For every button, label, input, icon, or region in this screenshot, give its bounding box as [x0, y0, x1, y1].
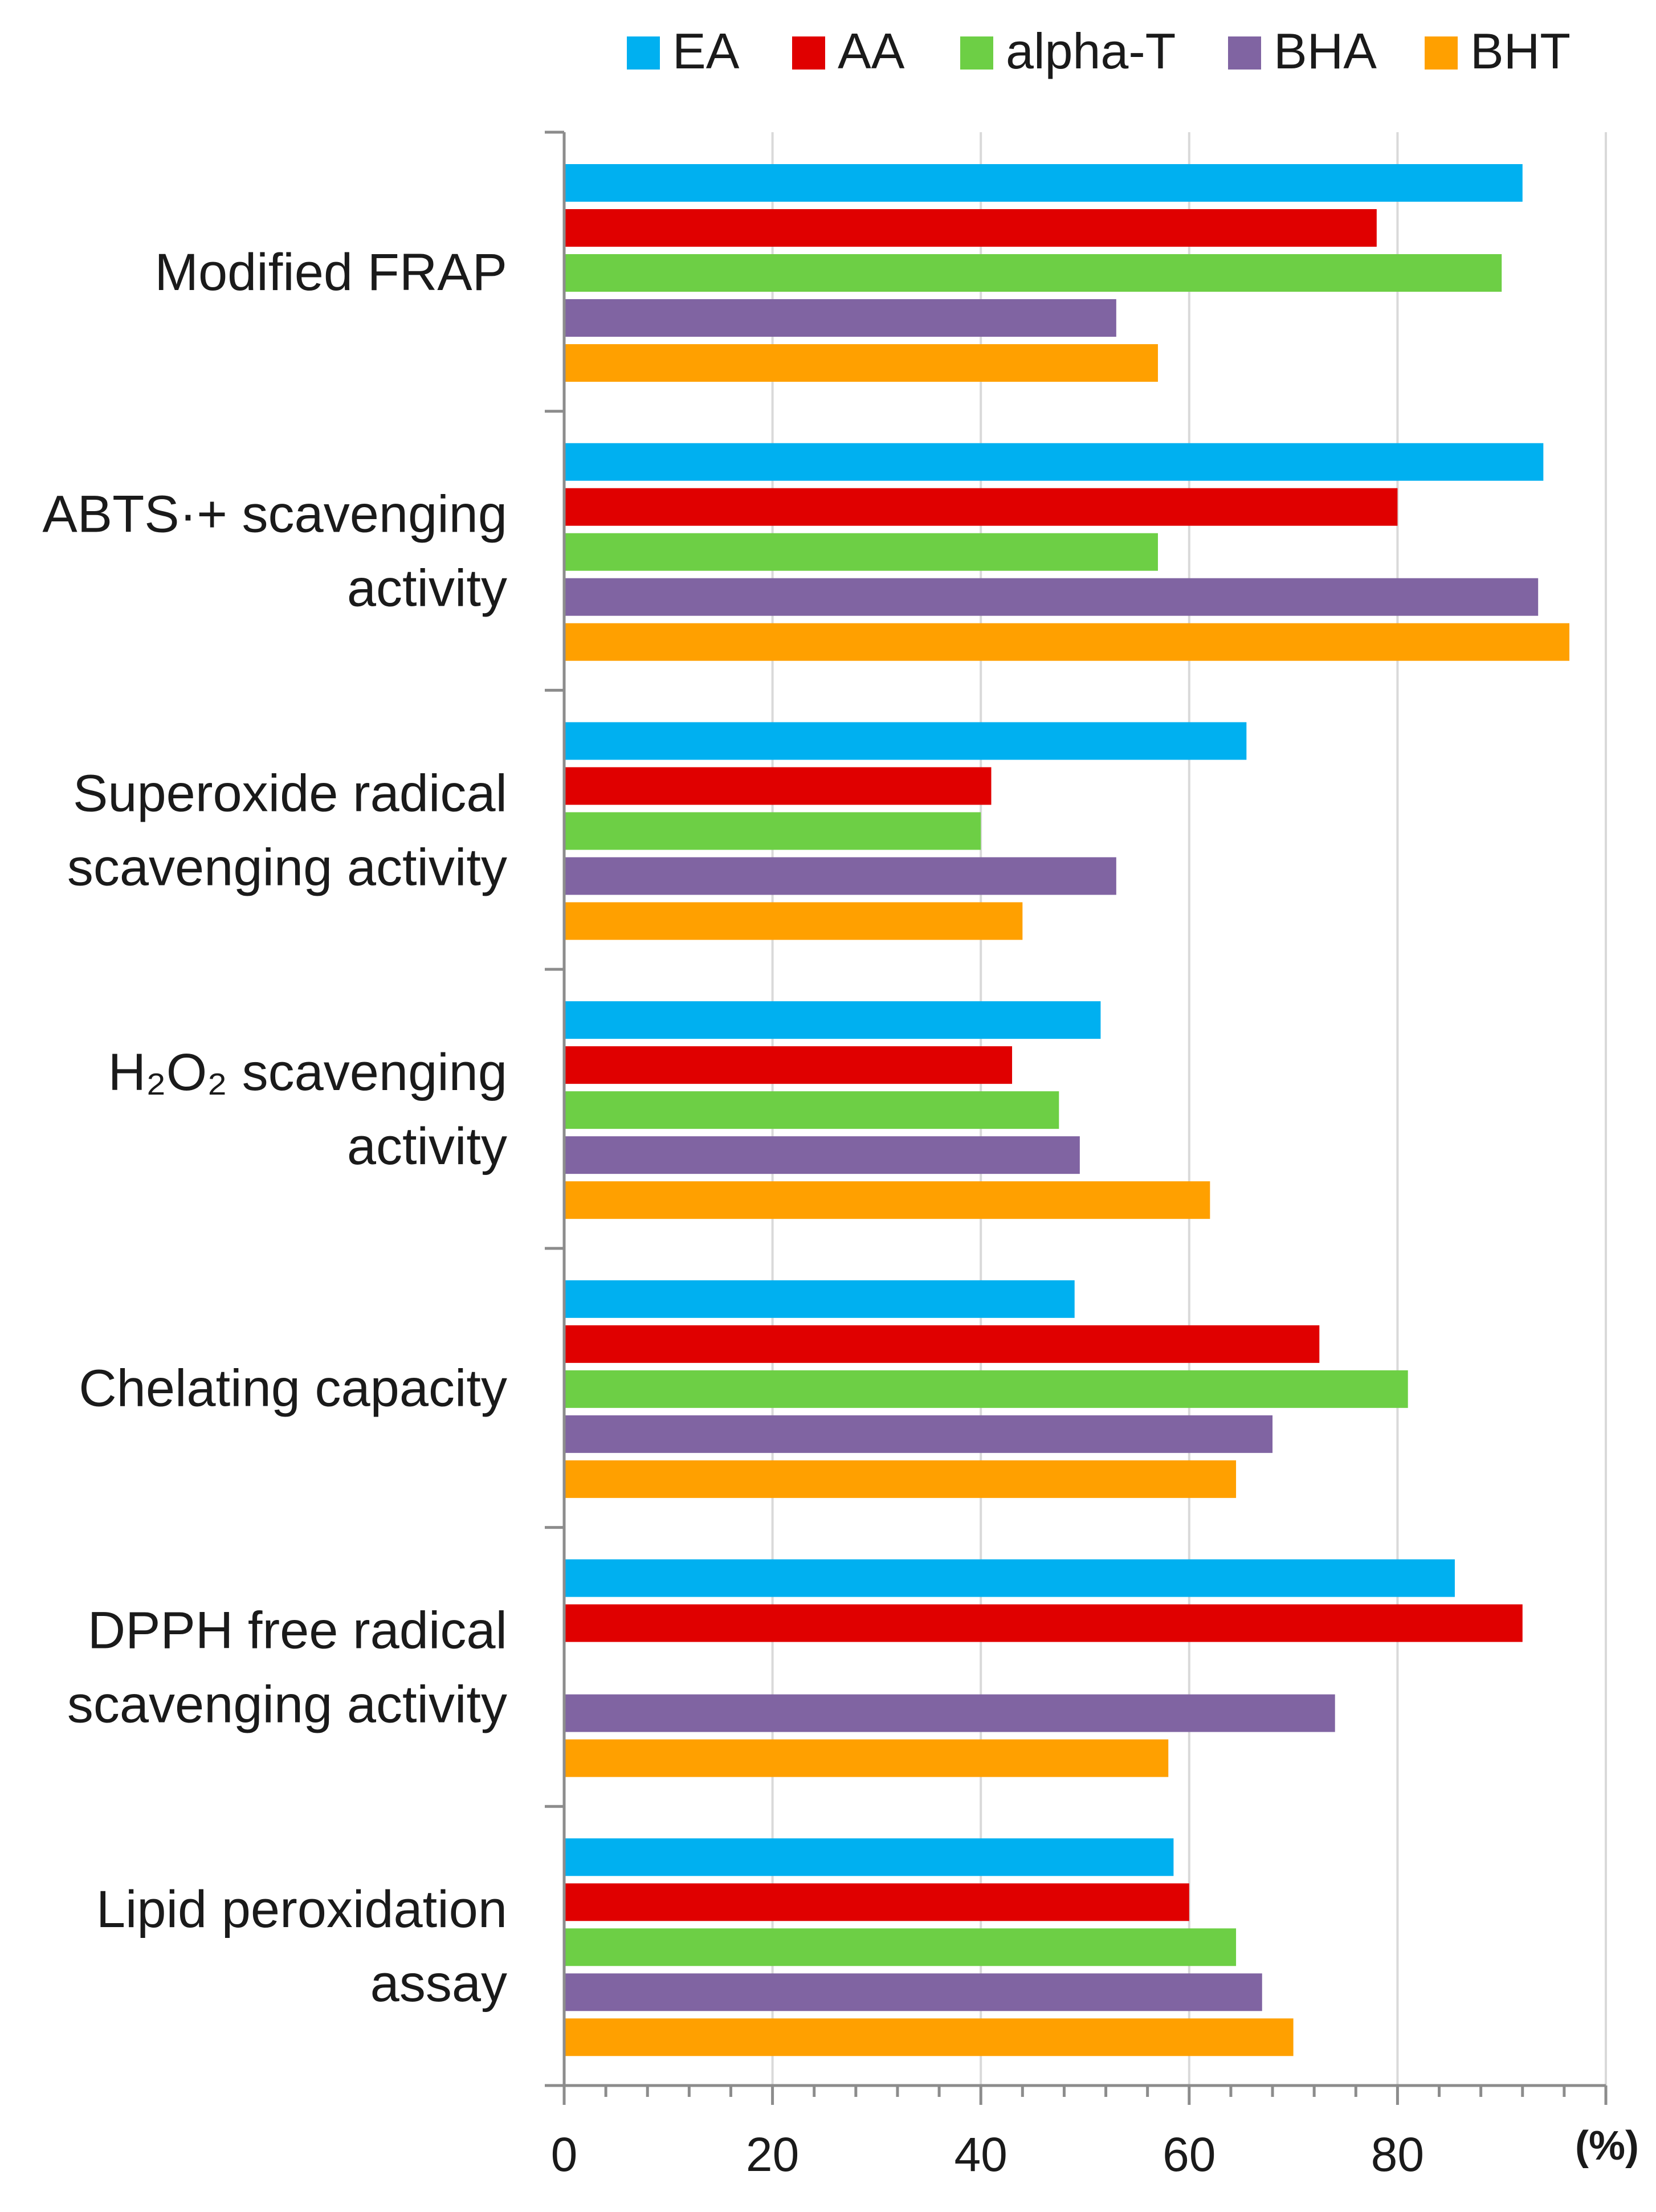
category-label: Modified FRAP — [154, 243, 507, 301]
bar-alpha-t-4 — [564, 1370, 1408, 1408]
category-label: scavenging activity — [67, 838, 507, 896]
legend-label-alpha-t: alpha-T — [1006, 23, 1176, 79]
bar-bht-4 — [564, 1460, 1237, 1498]
category-label: Chelating capacity — [79, 1360, 507, 1418]
bar-bht-2 — [564, 902, 1023, 940]
x-tick-label: 20 — [746, 2128, 799, 2181]
axes: 0 20 40 60 80 (%) — [545, 130, 1639, 2181]
bar-bht-1 — [564, 623, 1570, 661]
bar-ea-1 — [564, 443, 1544, 481]
legend-swatch-bha — [1228, 36, 1261, 70]
bar-ea-3 — [564, 1001, 1101, 1039]
legend-label-bht: BHT — [1470, 23, 1571, 79]
category-label: Lipid peroxidation — [96, 1880, 507, 1938]
legend-swatch-aa — [792, 36, 825, 70]
bar-aa-5 — [564, 1604, 1523, 1642]
category-label: DPPH free radical — [88, 1601, 507, 1659]
x-tick-label: 0 — [551, 2128, 578, 2181]
bar-bht-5 — [564, 1739, 1169, 1777]
category-label: activity — [347, 1117, 507, 1176]
bar-bha-5 — [564, 1694, 1335, 1732]
bar-ea-4 — [564, 1280, 1075, 1318]
bar-alpha-t-6 — [564, 1928, 1237, 1966]
legend-swatch-bht — [1425, 36, 1458, 70]
x-tick-label: 80 — [1371, 2128, 1424, 2181]
bar-aa-4 — [564, 1325, 1320, 1363]
bar-aa-3 — [564, 1046, 1013, 1084]
bar-alpha-t-2 — [564, 812, 981, 850]
category-label: Superoxide radical — [73, 764, 507, 822]
bar-ea-0 — [564, 164, 1523, 202]
x-tick-label: 40 — [954, 2128, 1007, 2181]
category-labels: Modified FRAP ABTS·+ scavenging activity Su… — [42, 243, 507, 2013]
bar-bha-6 — [564, 1973, 1262, 2011]
bar-ea-5 — [564, 1559, 1455, 1597]
bar-alpha-t-1 — [564, 533, 1158, 571]
bar-bht-3 — [564, 1181, 1210, 1219]
x-tick-label: 60 — [1163, 2128, 1216, 2181]
category-label: assay — [370, 1954, 507, 2013]
bar-ea-6 — [564, 1838, 1174, 1876]
bar-bha-2 — [564, 857, 1116, 895]
category-label: H₂O₂ scavenging — [108, 1043, 507, 1101]
category-label: scavenging activity — [67, 1675, 507, 1733]
bar-ea-2 — [564, 722, 1247, 760]
legend-swatch-alpha-t — [960, 36, 993, 70]
bar-aa-2 — [564, 767, 992, 805]
x-axis-unit-label: (%) — [1575, 2123, 1639, 2169]
legend: EA AA alpha-T BHA BHT — [627, 23, 1571, 79]
bar-bht-0 — [564, 344, 1158, 382]
bar-bha-3 — [564, 1136, 1080, 1174]
category-label: ABTS·+ scavenging — [42, 485, 507, 544]
legend-swatch-ea — [627, 36, 660, 70]
category-label: activity — [347, 560, 507, 618]
bar-aa-0 — [564, 209, 1377, 247]
bar-aa-6 — [564, 1883, 1189, 1921]
bar-aa-1 — [564, 488, 1398, 526]
bar-bha-1 — [564, 578, 1539, 616]
bar-bht-6 — [564, 2018, 1294, 2056]
legend-label-aa: AA — [838, 23, 905, 79]
bar-bha-0 — [564, 299, 1116, 337]
legend-label-bha: BHA — [1274, 23, 1377, 79]
bar-alpha-t-3 — [564, 1091, 1059, 1129]
legend-label-ea: EA — [672, 23, 740, 79]
bar-bha-4 — [564, 1415, 1273, 1453]
bar-alpha-t-0 — [564, 254, 1502, 292]
bars — [564, 164, 1570, 2056]
